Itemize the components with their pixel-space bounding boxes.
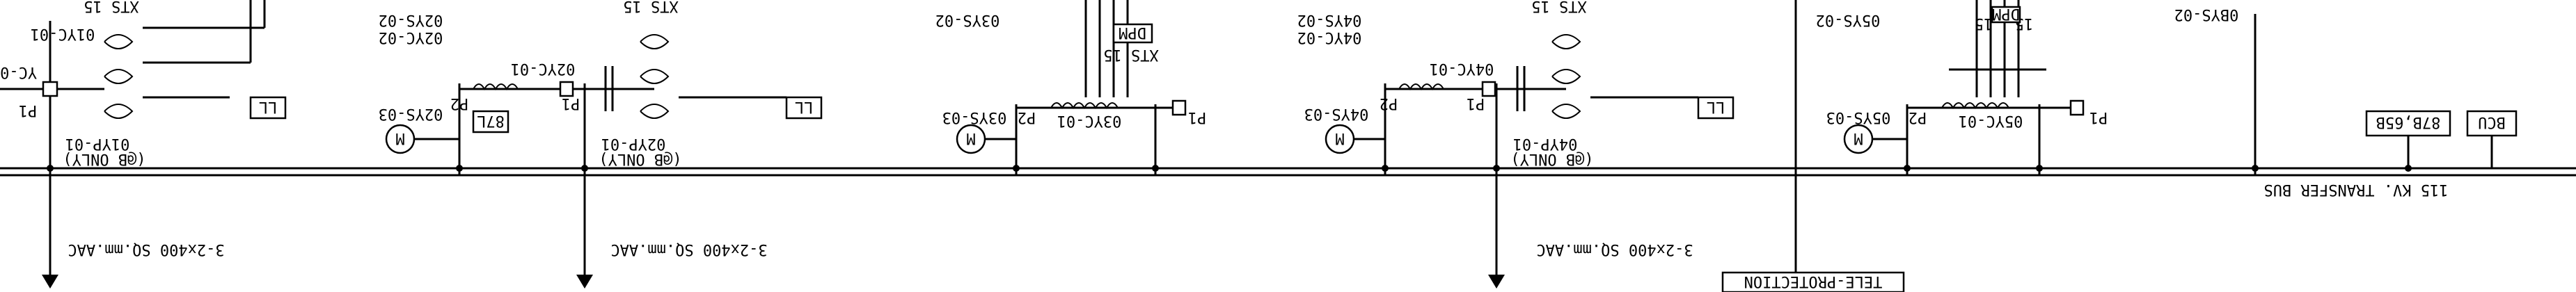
- bay1-top-label: 01YC-01: [31, 25, 95, 42]
- cable-arrow-icon: [42, 275, 58, 289]
- bay3-xts: XTS 15: [1103, 46, 1158, 63]
- inductor-icon: [1941, 102, 2009, 110]
- ll-label: LL: [1707, 98, 1725, 115]
- breaker-icon: [42, 81, 58, 97]
- motor-label: M: [966, 129, 975, 147]
- cable-arrow-icon: [576, 275, 593, 289]
- bay3-p2: P2: [1018, 108, 1036, 126]
- inductor-icon: [473, 83, 519, 91]
- bcu-label: BCU: [2478, 113, 2506, 131]
- bay2-note: (@B ONLY): [599, 150, 681, 168]
- bay4-p1: P1: [1467, 95, 1485, 112]
- bay4-top-label-1: 04YS-02: [1297, 11, 1362, 29]
- ct-coil-icon: [1551, 34, 1581, 119]
- breaker-icon: [559, 81, 574, 97]
- far-label: 0BYS-02: [2174, 6, 2239, 23]
- cable-label-1: 3-2x400 SQ.mm.AAC: [68, 241, 224, 258]
- ll-box: [1697, 96, 1735, 120]
- cable-arrow-icon: [1488, 275, 1505, 289]
- motor-label: M: [1335, 129, 1344, 147]
- ll-box: [249, 96, 287, 120]
- dpm-box: [1991, 6, 2021, 24]
- bay2-top-label-2: 02YC-02: [379, 29, 443, 46]
- ll-box: [785, 96, 823, 120]
- bay4-note: (@B ONLY): [1510, 150, 1593, 168]
- bay4-xts: XTS 15: [1531, 0, 1586, 15]
- bay4-top-label-2: 04YC-02: [1297, 29, 1362, 46]
- bay2-p1: P1: [562, 95, 580, 112]
- bay1-xts: XTS 15: [84, 0, 139, 15]
- relay-87l-box: [472, 110, 509, 133]
- bay3-ys-label: 03YS-03: [942, 108, 1007, 126]
- bay5-ys-label: 05YS-03: [1826, 108, 1891, 126]
- ct-coil-icon: [104, 34, 134, 119]
- bay4-vt-label: 04YP-01: [1513, 135, 1578, 152]
- bay-2: 87L M LL 02YS-02 02YC-02 02YC-01 02YS-03…: [379, 0, 823, 289]
- bay-5: 15 15 DPM M 05YS-02 05YS-03 P2 P1 05YC-0…: [1816, 0, 2108, 175]
- bay4-p2: P2: [1380, 95, 1398, 112]
- bay4-mid-label: 04YC-01: [1430, 60, 1494, 77]
- inductor-icon: [1050, 102, 1119, 110]
- bay2-ys-label: 02YS-03: [379, 105, 443, 122]
- ll-label: LL: [259, 98, 278, 115]
- bay-4: M LL 04YS-02 04YC-02 04YC-01 04YS-03 P2 …: [1297, 0, 1735, 289]
- bay4-ys-label: 04YS-03: [1304, 105, 1369, 122]
- bay2-top-label-1: 02YS-02: [379, 11, 443, 29]
- bay5-mid-label: 05YC-01: [1959, 112, 2023, 129]
- ct-coil-icon: [640, 34, 670, 119]
- teleprotection-label: TELE-PROTECTION: [1744, 273, 1883, 290]
- bay2-vt-label: 02YP-01: [601, 135, 666, 152]
- dpm-label: DPM: [1992, 5, 2020, 22]
- junction-dots: [47, 165, 2412, 172]
- relay-87l-label: 87L: [477, 112, 505, 129]
- bay3-top-label: 03YS-02: [935, 11, 1000, 29]
- bay3-mid-label: 03YC-01: [1057, 112, 1122, 129]
- breaker-icon: [1171, 99, 1187, 116]
- ll-label: LL: [795, 98, 814, 115]
- bay5-p1: P1: [2089, 108, 2108, 126]
- cable-label-2: 3-2x400 SQ.mm.AAC: [610, 241, 767, 258]
- bay1-note: (@B ONLY): [63, 150, 145, 168]
- dpm-label: DPM: [1119, 24, 1146, 41]
- protection-87b-box: [2365, 110, 2451, 137]
- teleprotection-box: [1721, 271, 1905, 292]
- breaker-icon: [1481, 81, 1496, 97]
- bay5-top-label: 05YS-02: [1816, 11, 1881, 29]
- breaker-icon: [2069, 99, 2085, 116]
- bay5-xts: 15: [1975, 15, 1993, 32]
- protection-87b-label: 87B,65B: [2376, 113, 2441, 131]
- bay2-xts: XTS 15: [623, 0, 678, 15]
- bay3-p1: P1: [1188, 108, 1207, 126]
- cable-label-3: 3-2x400 SQ.mm.AAC: [1536, 241, 1693, 258]
- bay-3: DPM M 03YS-02 03YS-03 P2 P1 03YC-01 XTS …: [935, 0, 1207, 175]
- motor-label: M: [395, 129, 404, 147]
- dpm-box: [1112, 23, 1153, 44]
- bay2-p2: P2: [450, 95, 469, 112]
- bay5-p2: P2: [1909, 108, 1927, 126]
- bay1-left-label: YC-01: [0, 63, 37, 81]
- bay1-vt-label: 01YP-01: [65, 135, 130, 152]
- motor-label: M: [1854, 129, 1863, 147]
- bus-label: 115 KV. TRANSFER BUS: [2264, 181, 2449, 198]
- bay1-p1: P1: [19, 102, 38, 119]
- inductor-icon: [1398, 83, 1444, 91]
- bay2-mid-label: 02YC-01: [511, 60, 576, 77]
- bay-1: LL 01YC-01 YC-01 P1 01YP-01 (@B ONLY) XT…: [0, 0, 287, 289]
